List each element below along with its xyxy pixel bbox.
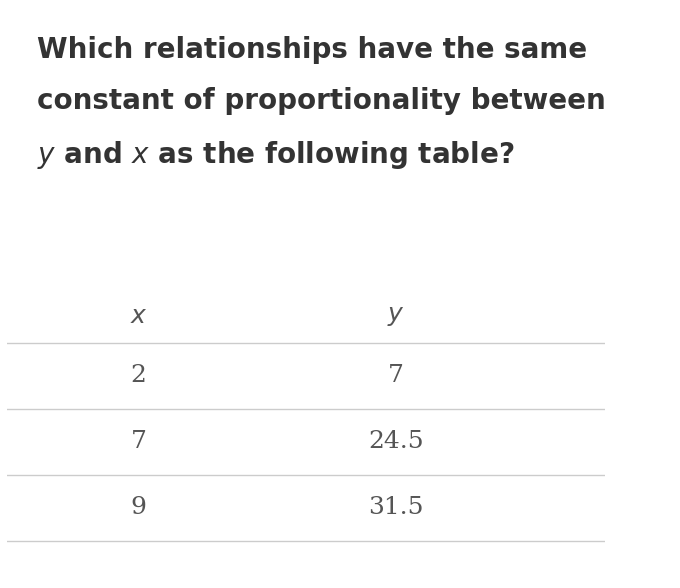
Text: 24.5: 24.5: [368, 430, 424, 453]
Text: 31.5: 31.5: [368, 496, 424, 519]
Text: Which relationships have the same: Which relationships have the same: [37, 36, 587, 64]
Text: 7: 7: [131, 430, 146, 453]
Text: $x$: $x$: [130, 305, 148, 329]
Text: 2: 2: [131, 365, 146, 387]
Text: $\it{y}$ and $\it{x}$ as the following table?: $\it{y}$ and $\it{x}$ as the following t…: [37, 139, 514, 171]
Text: 9: 9: [131, 496, 146, 519]
Text: $y$: $y$: [387, 305, 405, 329]
Text: constant of proportionality between: constant of proportionality between: [37, 88, 606, 115]
Text: 7: 7: [388, 365, 404, 387]
